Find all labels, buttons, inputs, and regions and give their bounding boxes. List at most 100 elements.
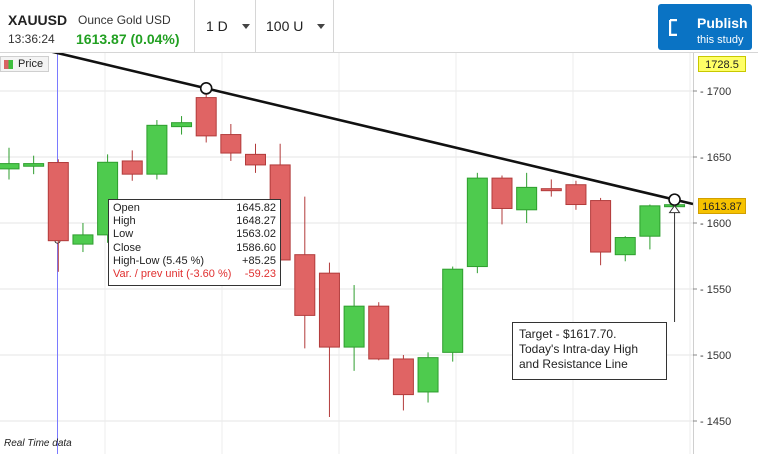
annotation-line: and Resistance Line (519, 357, 628, 371)
candle-up (442, 266, 464, 362)
header-divider (255, 0, 256, 52)
candle-up (516, 172, 538, 223)
arrow-up-icon (668, 204, 681, 214)
chart-grid (0, 53, 693, 454)
ohlc-value: 1648.27 (236, 215, 276, 228)
header-divider (333, 0, 334, 52)
ohlc-value: 1586.60 (236, 241, 276, 254)
axis-tick: - 1450 (693, 416, 731, 428)
candle-up (614, 236, 636, 262)
candle-up (466, 172, 488, 274)
ohlc-value: -59.23 (244, 267, 276, 280)
ohlc-value: 1645.82 (236, 202, 276, 214)
tick-label: - 1700 (700, 86, 731, 98)
ohlc-label: Close (113, 241, 142, 254)
trend-anchor-handle (199, 82, 213, 95)
axis-tick: - 1600 (693, 218, 731, 230)
candle-up (146, 120, 168, 180)
candle-body (540, 188, 562, 192)
trend-anchor-handle (668, 193, 681, 206)
candle-down (491, 175, 513, 225)
candle-up (343, 285, 365, 371)
candle-swatch-icon (4, 59, 13, 69)
candle-body (614, 237, 636, 256)
symbol-ticker[interactable]: XAUUSD (8, 12, 68, 28)
ohlc-label: Open (113, 202, 140, 214)
publish-label: Publish (697, 15, 748, 31)
interval-value: 1 D (206, 18, 228, 34)
tick-label: - 1650 (700, 152, 731, 164)
candle-up (171, 116, 193, 135)
candle-body (417, 357, 439, 393)
candle-down (245, 143, 266, 173)
bracket-icon (669, 19, 677, 36)
annotation-line: Target - $1617.70. (519, 327, 617, 341)
last-price-tag: 1613.87 (698, 198, 746, 214)
candle-up (72, 223, 94, 253)
candle-body (466, 177, 488, 268)
candle-body (491, 177, 513, 209)
high-price-tag: 1728.5 (698, 56, 746, 72)
target-annotation[interactable]: Target - $1617.70. Today's Intra-day Hig… (512, 322, 667, 380)
ohlc-row: High-Low (5.45 %) +85.25 (113, 255, 276, 268)
candle-body (220, 134, 242, 154)
price-chart[interactable]: - 1450 - 1500 - 1550 - 1600 - 1650 - 1700 (0, 53, 758, 454)
candle-down (220, 124, 242, 161)
realtime-note: Real Time data (4, 438, 72, 449)
candle-body (392, 358, 414, 396)
candle-down (368, 302, 390, 361)
candle-body (442, 268, 464, 353)
publish-sublabel: this study (697, 34, 744, 46)
ohlc-row: Low 1563.02 (113, 228, 276, 241)
candle-down (565, 180, 587, 210)
candle-body (121, 160, 143, 175)
header-divider (194, 0, 195, 52)
candle-down (540, 179, 562, 197)
quote-time: 13:36:24 (8, 32, 55, 46)
candle-body (368, 305, 390, 360)
ohlc-value: +85.25 (242, 254, 276, 267)
price-axis: - 1450 - 1500 - 1550 - 1600 - 1650 - 1700 (693, 53, 758, 454)
units-select[interactable]: 100 U (256, 0, 332, 52)
tick-label: - 1600 (700, 218, 731, 230)
publish-button[interactable]: Publish this study (658, 4, 752, 50)
annotation-line: Today's Intra-day High (519, 342, 639, 356)
candle-down (121, 150, 143, 181)
candle-up (23, 155, 45, 175)
candle-body (565, 184, 587, 206)
candle-body (23, 163, 45, 167)
candle-body (318, 272, 340, 348)
candle-down (590, 197, 612, 266)
axis-tick: - 1650 (693, 152, 731, 164)
series-legend[interactable]: Price (0, 56, 50, 72)
candle-down (294, 196, 316, 349)
chart-area[interactable]: - 1450 - 1500 - 1550 - 1600 - 1650 - 1700 (0, 53, 758, 454)
axis-tick: - 1500 (693, 350, 731, 362)
candle-up (639, 204, 661, 250)
ohlc-label: High-Low (5.45 %) (113, 254, 205, 267)
candle-up (417, 352, 439, 403)
candle-body (639, 205, 661, 237)
candle-body (590, 200, 612, 253)
candle-body (343, 305, 365, 348)
candle-body (171, 122, 193, 128)
candle-body (47, 162, 69, 242)
interval-select[interactable]: 1 D (196, 0, 254, 52)
ohlc-row: Var. / prev unit (-3.60 %) -59.23 (113, 268, 276, 281)
chart-header: XAUUSD Ounce Gold USD 13:36:24 1613.87 (… (0, 0, 758, 53)
axis-tick: - 1700 (693, 86, 731, 98)
ohlc-label: Low (113, 228, 134, 241)
candle-body (72, 234, 94, 245)
tick-label: - 1550 (700, 284, 731, 296)
trend-line[interactable] (0, 53, 694, 322)
candle-down (195, 91, 217, 143)
ohlc-row: High 1648.27 (113, 215, 276, 228)
ohlc-row: Close 1586.60 (113, 242, 276, 255)
candle-body (516, 186, 538, 211)
chevron-down-icon (317, 23, 326, 29)
candle-body (245, 153, 266, 166)
resistance-trend-line (51, 53, 694, 206)
ohlc-row: Open 1645.82 (113, 202, 276, 215)
candle-down (47, 159, 69, 272)
